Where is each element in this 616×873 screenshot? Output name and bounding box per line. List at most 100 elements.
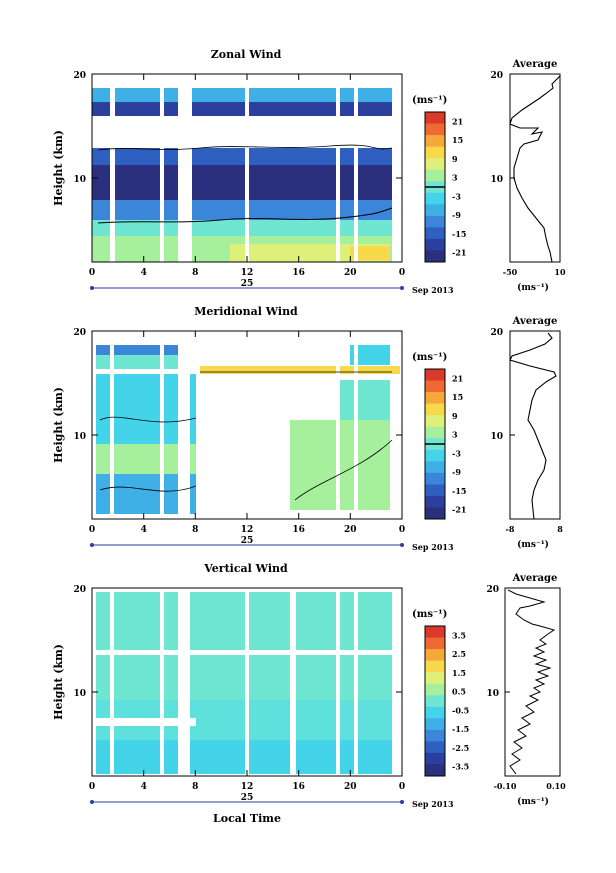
x-tick-label: 0 xyxy=(399,525,405,535)
colorbar-swatch xyxy=(425,415,445,428)
x-tick-label: 0 xyxy=(399,268,405,278)
colorbar-tick-label: -9 xyxy=(452,210,461,220)
panel-title: Meridional Wind xyxy=(194,305,298,318)
colorbar-swatch xyxy=(425,741,445,754)
colorbar-tick-label: 9 xyxy=(452,154,458,164)
y-tick-label: 10 xyxy=(73,432,86,442)
profile-x-tick: -0.10 xyxy=(494,781,517,791)
profile-x-label: (ms⁻¹) xyxy=(517,282,549,293)
colorbar-tick-label: -3 xyxy=(452,191,461,201)
data-gap xyxy=(245,590,249,774)
colorbar-swatch xyxy=(425,426,445,439)
x-tick-labels: 0 4 8 12 16 20 0 xyxy=(89,525,405,535)
colorbar-tick-label: 3 xyxy=(452,173,458,183)
field-surface xyxy=(96,740,392,774)
x-ticks xyxy=(91,331,403,519)
colorbar-swatch xyxy=(425,158,445,171)
colorbar-swatch xyxy=(425,672,445,685)
colorbar-swatch xyxy=(425,729,445,742)
x-tick-label: 0 xyxy=(89,268,95,278)
profile-y-tick: 20 xyxy=(486,585,499,595)
data-gap xyxy=(110,590,114,774)
colorbar-swatch xyxy=(425,472,445,485)
x-tick-label: 12 xyxy=(241,268,254,278)
colorbar-swatch xyxy=(425,403,445,416)
y-tick-label: 20 xyxy=(73,328,86,338)
colorbar-swatch xyxy=(425,392,445,405)
panel-zonal: Zonal Wind xyxy=(52,48,566,295)
panel-meridional: Meridional Wind xyxy=(52,305,563,552)
date-suffix: Sep 2013 xyxy=(412,285,454,295)
date-strip: 25 Sep 2013 xyxy=(90,536,454,552)
band-jet-edge xyxy=(200,366,400,374)
colorbar-tick-label: -21 xyxy=(452,248,466,258)
date-strip: 25 Sep 2013 xyxy=(90,279,454,295)
colorbar-swatch xyxy=(425,718,445,731)
y-tick-labels: 20 10 xyxy=(73,71,86,185)
band-upper xyxy=(96,355,186,369)
profile-frame xyxy=(509,330,561,520)
colorbar-swatch xyxy=(425,683,445,696)
x-tick-label: 0 xyxy=(89,782,95,792)
profile-line xyxy=(507,589,556,775)
colorbar-swatch xyxy=(425,215,445,228)
colorbar: (ms⁻¹) 21 15 9 3 -3 -9 -15 -21 xyxy=(412,352,466,520)
x-ticks xyxy=(91,74,403,262)
contour-line xyxy=(99,416,197,423)
data-gap xyxy=(336,590,340,774)
contour-line xyxy=(294,439,393,501)
data-gap xyxy=(178,88,192,262)
band-jet xyxy=(92,165,392,205)
x-tick-label: 8 xyxy=(192,525,198,535)
band-mid xyxy=(92,148,392,170)
x-tick-label: 16 xyxy=(292,782,305,792)
data-gap xyxy=(160,88,164,262)
colorbar-tick-label: 15 xyxy=(452,135,463,145)
colorbar-swatch xyxy=(425,369,445,382)
profile-frame xyxy=(504,587,561,777)
colorbar-swatch xyxy=(425,204,445,217)
band-lower-mid xyxy=(92,200,392,220)
colorbar-tick-label: -9 xyxy=(452,467,461,477)
colorbar-swatch xyxy=(425,626,445,639)
profile-y-tick: 20 xyxy=(490,71,503,81)
x-tick-label: 12 xyxy=(241,525,254,535)
colorbar-swatch xyxy=(425,637,445,650)
colorbar-tick-label: 21 xyxy=(452,116,463,126)
colorbar-tick-label: 21 xyxy=(452,373,463,383)
band-jet-upper xyxy=(92,102,392,116)
y-tick-label: 10 xyxy=(73,175,86,185)
x-tick-label: 0 xyxy=(399,782,405,792)
data-gap xyxy=(96,718,196,726)
panel-title: Zonal Wind xyxy=(211,48,282,61)
band-upper xyxy=(92,88,392,102)
band-lower xyxy=(92,220,392,238)
colorbar-tick-label: -0.5 xyxy=(452,705,469,715)
profile-y-tick: 10 xyxy=(490,432,503,442)
y-tick-label: 20 xyxy=(73,585,86,595)
data-gap xyxy=(354,88,358,262)
x-tick-label: 4 xyxy=(141,268,147,278)
colorbar-swatch xyxy=(425,495,445,508)
profile-line xyxy=(509,332,557,520)
colorbar-tick-label: -15 xyxy=(452,486,466,496)
x-tick-label: 8 xyxy=(192,782,198,792)
colorbar-swatch xyxy=(425,380,445,393)
colorbar-frame xyxy=(424,625,446,777)
x-tick-label: 12 xyxy=(241,782,254,792)
data-gap xyxy=(92,116,392,148)
data-gap xyxy=(178,345,190,520)
colorbar-swatch xyxy=(425,123,445,136)
data-gap xyxy=(354,345,358,520)
colorbar-tick-label: 15 xyxy=(452,392,463,402)
profile-x-tick: 0.10 xyxy=(546,781,566,791)
date-label: 25 xyxy=(241,793,254,803)
profile-x-tick: -8 xyxy=(506,524,515,534)
profile-x-label: (ms⁻¹) xyxy=(517,539,549,550)
colorbar-swatch xyxy=(425,507,445,520)
colorbar-swatch xyxy=(425,649,445,662)
colorbar-swatch xyxy=(425,660,445,673)
data-gap xyxy=(336,345,340,520)
data-gap xyxy=(245,88,249,262)
colorbar-tick-label: 3.5 xyxy=(452,630,466,640)
